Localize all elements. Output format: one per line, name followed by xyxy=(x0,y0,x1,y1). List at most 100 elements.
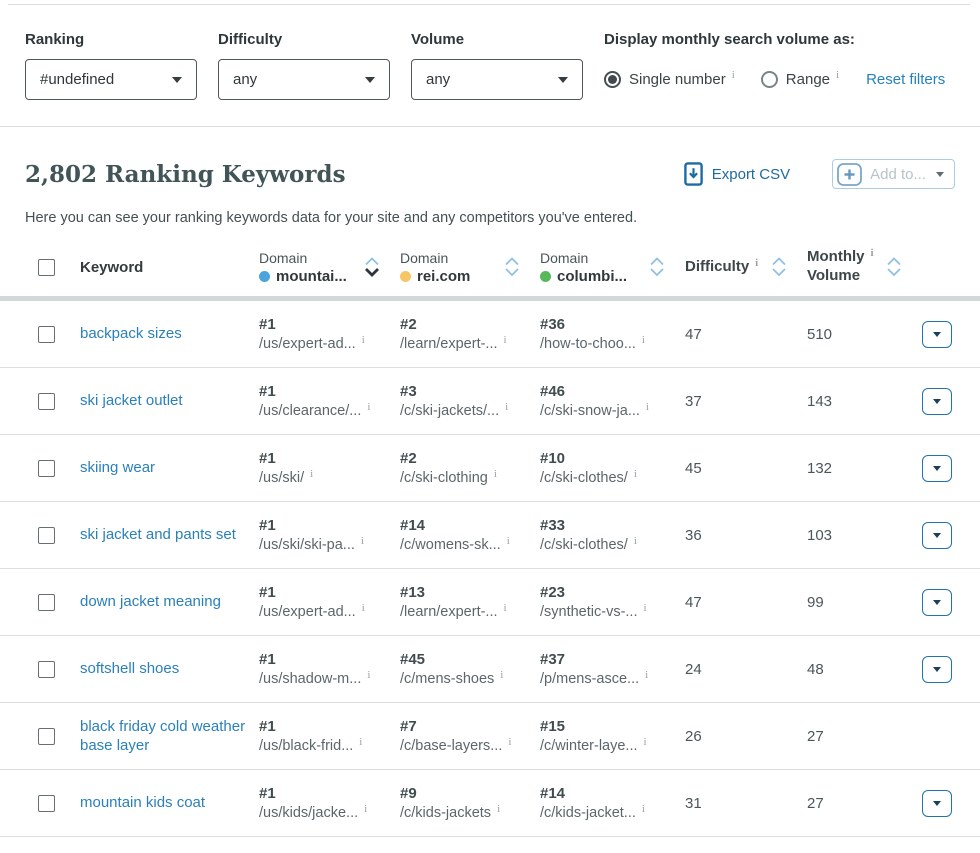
keyword-link[interactable]: mountain kids coat xyxy=(80,794,206,812)
ranking-url: /learn/expert-... xyxy=(400,604,498,620)
info-icon[interactable]: i xyxy=(361,334,365,346)
volume-filter-select[interactable]: any xyxy=(411,59,583,100)
info-icon[interactable]: i xyxy=(500,669,504,681)
row-expand-button[interactable] xyxy=(922,320,952,348)
sort-icon-domain3[interactable] xyxy=(649,256,665,278)
range-radio[interactable]: Range i xyxy=(760,68,840,88)
radio-unselected-icon xyxy=(760,71,778,88)
info-icon[interactable]: i xyxy=(310,468,314,480)
row-expand-button[interactable] xyxy=(922,655,952,683)
row-checkbox[interactable] xyxy=(38,392,55,410)
info-icon[interactable]: i xyxy=(731,68,735,81)
single-number-label: Single number xyxy=(629,71,726,88)
keyword-link[interactable]: black friday cold weather base layer xyxy=(80,717,246,755)
domain-name: mountai... xyxy=(276,267,347,285)
domain-dot xyxy=(259,270,270,282)
rank-value: #9 xyxy=(400,785,417,802)
row-checkbox[interactable] xyxy=(38,794,55,812)
info-icon[interactable]: i xyxy=(645,669,649,681)
ranking-filter-value: #undefined xyxy=(40,71,115,88)
table-row: ski jacket and pants set #1 /us/ski/ski-… xyxy=(0,502,980,569)
info-icon[interactable]: i xyxy=(508,736,512,748)
info-icon[interactable]: i xyxy=(870,247,874,260)
caret-down-icon xyxy=(933,666,941,672)
domain3-rank-cell: #37 /p/mens-asce... i xyxy=(540,651,685,687)
row-expand-button[interactable] xyxy=(922,454,952,482)
sort-icon-domain2[interactable] xyxy=(504,256,520,278)
info-icon[interactable]: i xyxy=(361,602,365,614)
single-number-radio[interactable]: Single number i xyxy=(604,68,735,88)
info-icon[interactable]: i xyxy=(503,602,507,614)
caret-down-icon xyxy=(933,398,941,404)
info-icon[interactable]: i xyxy=(360,535,364,547)
export-csv-button[interactable]: Export CSV xyxy=(683,162,790,186)
sort-icon-difficulty[interactable] xyxy=(771,256,787,278)
sort-icon-domain1-active[interactable] xyxy=(364,256,380,278)
info-icon[interactable]: i xyxy=(643,602,647,614)
info-icon[interactable]: i xyxy=(633,468,637,480)
row-checkbox[interactable] xyxy=(38,325,55,343)
row-checkbox[interactable] xyxy=(38,727,55,745)
select-all-checkbox[interactable] xyxy=(38,258,55,276)
domain-column-label: Domain xyxy=(259,249,308,266)
row-checkbox[interactable] xyxy=(38,459,55,477)
domain1-rank-cell: #1 /us/kids/jacke... i xyxy=(259,785,400,821)
domain3-rank-cell: #14 /c/kids-jacket... i xyxy=(540,785,685,821)
ranking-filter-select[interactable]: #undefined xyxy=(25,59,197,100)
info-icon[interactable]: i xyxy=(505,401,509,413)
keyword-link[interactable]: down jacket meaning xyxy=(80,593,221,611)
info-icon[interactable]: i xyxy=(641,334,645,346)
row-checkbox[interactable] xyxy=(38,660,55,678)
rank-value: #1 xyxy=(259,651,276,668)
sort-icon-monthly-volume[interactable] xyxy=(886,256,902,278)
row-expand-button[interactable] xyxy=(922,521,952,549)
rank-value: #10 xyxy=(540,450,566,467)
row-expand-button[interactable] xyxy=(922,387,952,415)
row-checkbox[interactable] xyxy=(38,593,55,611)
ranking-url: /c/base-layers... xyxy=(400,738,503,754)
domain3-rank-cell: #15 /c/winter-laye... i xyxy=(540,718,685,754)
info-icon[interactable]: i xyxy=(367,401,371,413)
domain1-column-header: Domain mountai... xyxy=(259,250,400,285)
domain2-rank-cell: #45 /c/mens-shoes i xyxy=(400,651,540,687)
plus-icon xyxy=(837,162,863,186)
ranking-filter-label: Ranking xyxy=(25,31,85,48)
top-divider xyxy=(8,4,970,5)
caret-down-icon xyxy=(933,532,941,538)
range-label: Range xyxy=(785,71,830,88)
keyword-link[interactable]: softshell shoes xyxy=(80,660,180,678)
info-icon[interactable]: i xyxy=(364,803,368,815)
row-expand-button[interactable] xyxy=(922,789,952,817)
info-icon[interactable]: i xyxy=(506,535,510,547)
info-icon[interactable]: i xyxy=(367,669,371,681)
add-to-button[interactable]: Add to... xyxy=(832,159,955,189)
keyword-link[interactable]: backpack sizes xyxy=(80,325,182,343)
info-icon[interactable]: i xyxy=(641,803,645,815)
domain1-rank-cell: #1 /us/ski/i xyxy=(259,450,400,486)
info-icon[interactable]: i xyxy=(755,256,759,269)
difficulty-filter-select[interactable]: any xyxy=(218,59,390,100)
keyword-link[interactable]: ski jacket outlet xyxy=(80,392,183,410)
domain2-rank-cell: #9 /c/kids-jackets i xyxy=(400,785,540,821)
reset-filters-link[interactable]: Reset filters xyxy=(866,71,946,88)
heading-actions: Export CSV Add to... xyxy=(683,159,955,189)
info-icon[interactable]: i xyxy=(359,736,363,748)
info-icon[interactable]: i xyxy=(633,535,637,547)
info-icon[interactable]: i xyxy=(497,803,501,815)
keyword-link[interactable]: ski jacket and pants set xyxy=(80,526,236,544)
difficulty-value: 24 xyxy=(685,660,702,678)
info-icon[interactable]: i xyxy=(503,334,507,346)
row-checkbox[interactable] xyxy=(38,526,55,544)
table-row: black friday cold weather base layer #1 … xyxy=(0,703,980,770)
row-expand-button[interactable] xyxy=(922,588,952,616)
info-icon[interactable]: i xyxy=(645,401,649,413)
rank-value: #45 xyxy=(400,651,426,668)
info-icon[interactable]: i xyxy=(836,68,840,81)
volume-value: 48 xyxy=(807,660,824,678)
info-icon[interactable]: i xyxy=(643,736,647,748)
keyword-link[interactable]: skiing wear xyxy=(80,459,156,477)
volume-value: 99 xyxy=(807,593,824,611)
info-icon[interactable]: i xyxy=(493,468,497,480)
domain1-rank-cell: #1 /us/expert-ad... i xyxy=(259,584,400,620)
header-divider xyxy=(0,296,980,301)
